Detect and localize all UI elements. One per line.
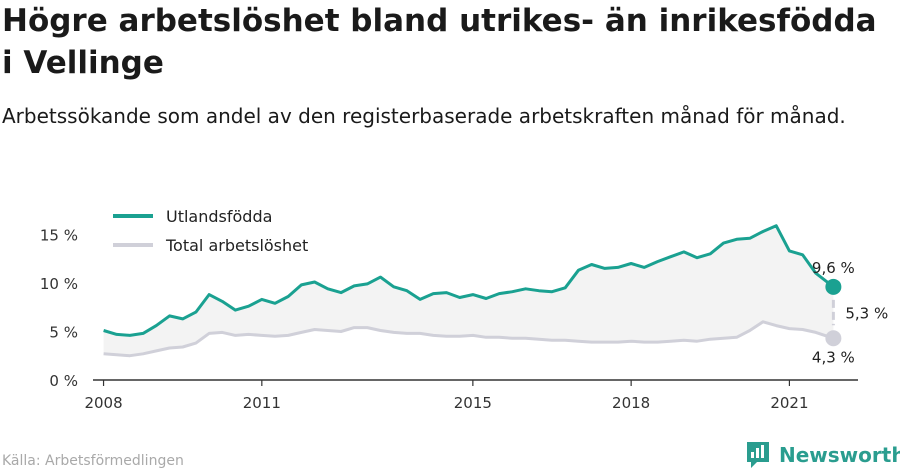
x-tick-label: 2021 (770, 394, 808, 412)
y-tick-label: 10 % (40, 275, 78, 293)
endpoint-utlandsfodda (825, 278, 842, 295)
y-tick-label: 0 % (49, 372, 78, 390)
y-tick-label: 5 % (49, 323, 78, 341)
y-tick-label: 15 % (40, 226, 78, 244)
line-chart: 0 % 5 % 10 % 15 % 2008 2011 2015 2018 2021 9,6 % 4… (40, 207, 888, 412)
chart-title: Högre arbetslöshet bland utrikes- än inr… (2, 3, 877, 81)
source-note: Källa: Arbetsförmedlingen (2, 453, 184, 469)
x-tick-label: 2011 (243, 394, 281, 412)
endpoint-total (825, 330, 842, 347)
newsworthy-logo-icon (747, 442, 769, 468)
brand[interactable]: Newsworthy (745, 440, 900, 470)
gap-area (103, 225, 834, 356)
endpoint-label-total: 4,3 % (812, 348, 855, 366)
series-line-total (103, 320, 834, 358)
legend-label-utlandsfodda: Utlandsfödda (166, 207, 272, 226)
chart-subtitle: Arbetssökande som andel av den registerb… (2, 104, 846, 128)
legend-label-total: Total arbetslöshet (165, 236, 308, 255)
x-tick-label: 2015 (454, 394, 492, 412)
difference-label: 5,3 % (845, 305, 888, 323)
x-tick-label: 2018 (612, 394, 650, 412)
endpoint-label-utlandsfodda: 9,6 % (812, 259, 855, 277)
brand-name: Newsworthy (779, 443, 900, 467)
series-line-utlandsfodda (103, 224, 835, 337)
x-tick-label: 2008 (84, 394, 122, 412)
